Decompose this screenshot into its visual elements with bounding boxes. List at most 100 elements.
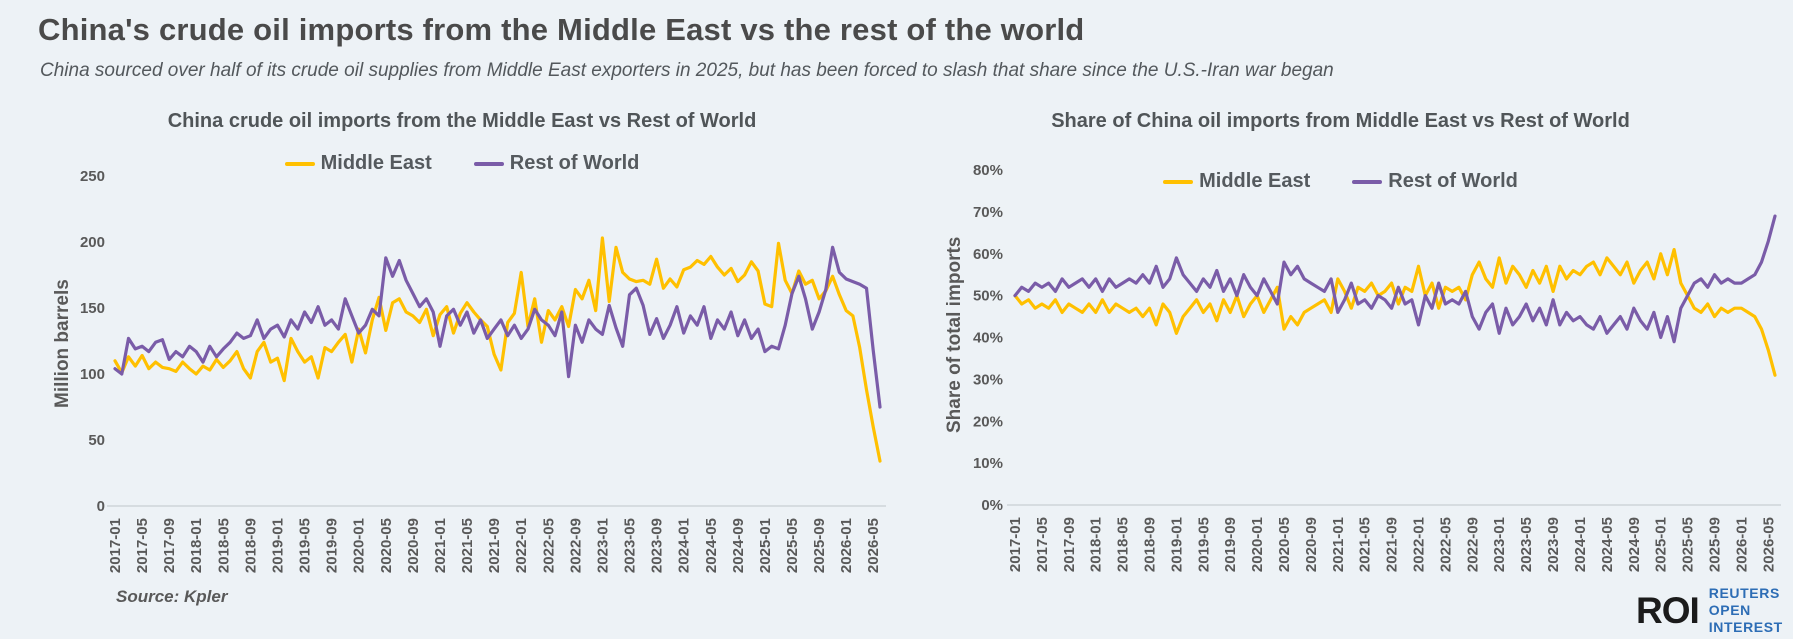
series-line-middle_east [113,236,882,463]
x-tick-label: 2020-05 [378,518,395,573]
x-tick-label: 2021-05 [1357,517,1374,572]
x-tick-label: 2023-05 [1518,517,1535,572]
legend-item-rest-of-world: Rest of World [473,152,640,175]
x-tick-label: 2020-09 [1303,517,1320,572]
y-tick-label: 0% [981,497,1003,514]
legend-imports: Middle East Rest of World [38,152,886,175]
y-tick-label: 50 [88,432,105,449]
y-tick-label: 0 [97,498,105,515]
x-tick-label: 2019-05 [1195,517,1212,572]
x-tick-label: 2022-01 [513,518,530,573]
x-tick-label: 2017-01 [107,518,124,573]
x-tick-label: 2020-09 [405,518,422,573]
x-tick-label: 2022-09 [1464,517,1481,572]
x-tick-label: 2025-05 [1680,517,1697,572]
x-tick-label: 2025-09 [811,518,828,573]
middle-east-line-swatch [284,161,315,166]
x-tick-label: 2022-05 [540,518,557,573]
x-tick-label: 2022-05 [1437,517,1454,572]
series-line-middle_east [1013,247,1777,377]
series-line-rest_of_world [1013,214,1777,344]
x-tick-label: 2019-09 [1222,517,1239,572]
page-subtitle: China sourced over half of its crude oil… [40,60,1334,81]
x-tick-label: 2025-09 [1706,517,1723,572]
x-tick-label: 2021-09 [486,518,503,573]
x-tick-label: 2022-09 [567,518,584,573]
x-tick-label: 2021-01 [1330,517,1347,572]
x-tick-label: 2021-01 [432,518,449,573]
page-title: China's crude oil imports from the Middl… [38,12,1085,47]
y-tick-label: 70% [973,204,1003,221]
y-tick-label: 20% [973,413,1003,430]
x-tick-label: 2017-05 [1034,517,1051,572]
x-tick-label: 2017-05 [134,518,151,573]
middle-east-line-swatch [1163,179,1194,184]
legend-label: Middle East [320,152,432,174]
x-tick-label: 2022-01 [1411,517,1428,572]
legend-label: Rest of World [509,152,640,174]
x-tick-label: 2025-01 [757,518,774,573]
x-tick-label: 2019-09 [324,518,341,573]
x-tick-label: 2020-01 [1249,517,1266,572]
legend-label: Middle East [1199,170,1311,192]
y-tick-label: 30% [973,371,1003,388]
x-tick-label: 2020-01 [351,518,368,573]
series-line-rest_of_world [113,245,882,409]
x-tick-label: 2024-01 [1572,517,1589,572]
legend-label: Rest of World [1388,170,1518,192]
x-tick-label: 2023-01 [1491,517,1508,572]
roi-logo-text: REUTERS OPEN INTEREST [1709,585,1793,635]
rest-of-world-line-swatch [1352,179,1383,184]
source-note: Source: Kpler [116,587,228,606]
x-tick-label: 2019-01 [1168,517,1185,572]
x-tick-label: 2026-05 [865,518,882,573]
x-tick-label: 2023-01 [594,518,611,573]
chart-title-imports: China crude oil imports from the Middle … [167,110,757,132]
x-tick-label: 2017-09 [161,518,178,573]
y-tick-label: 50% [973,288,1003,305]
legend-item-middle-east: Middle East [1163,170,1310,193]
x-tick-label: 2018-09 [1142,517,1159,572]
chart-panel-share: Share of China oil imports from Middle E… [898,108,1783,598]
x-tick-label: 2023-09 [649,518,666,573]
x-tick-label: 2023-05 [622,518,639,573]
rest-of-world-line-swatch [473,161,504,166]
x-tick-label: 2019-05 [297,518,314,573]
x-tick-label: 2021-09 [1384,517,1401,572]
x-tick-label: 2018-01 [188,518,205,573]
x-tick-label: 2025-01 [1653,517,1670,572]
y-tick-label: 100 [80,366,105,383]
x-tick-label: 2019-01 [269,518,286,573]
y-tick-label: 80% [973,162,1003,179]
x-tick-label: 2021-05 [459,518,476,573]
legend-item-middle-east: Middle East [284,152,432,175]
y-tick-label: 10% [973,455,1003,472]
y-tick-label: 150 [80,300,105,317]
x-tick-label: 2017-09 [1061,517,1078,572]
x-tick-label: 2023-09 [1545,517,1562,572]
roi-logo-mark: ROI [1636,589,1700,631]
legend-share: Middle East Rest of World [898,170,1783,193]
x-tick-label: 2024-09 [1626,517,1643,572]
x-tick-label: 2024-05 [1599,517,1616,572]
x-tick-label: 2024-01 [676,518,693,573]
x-tick-label: 2026-05 [1760,517,1777,572]
x-tick-label: 2026-01 [838,518,855,573]
y-tick-label: 40% [973,330,1003,347]
x-tick-label: 2024-05 [703,518,720,573]
legend-item-rest-of-world: Rest of World [1352,170,1518,193]
y-tick-label: 200 [80,234,105,251]
x-tick-label: 2018-05 [215,518,232,573]
x-tick-label: 2024-09 [730,518,747,573]
line-chart-share: 0% 10% 20% 30% 40% 50% 60% 70% 80% 2017-01 2017-05… [973,162,1781,572]
chart-title-share: Share of China oil imports from Middle E… [1051,110,1630,132]
roi-logo-line2: INTEREST [1708,618,1783,635]
x-tick-label: 2026-01 [1733,517,1750,572]
x-tick-label: 2020-05 [1276,517,1293,572]
chart-panel-imports: China crude oil imports from the Middle … [38,108,886,598]
roi-logo: ROI REUTERS OPEN INTEREST [1636,585,1793,635]
y-tick-label: 60% [973,246,1003,263]
x-tick-label: 2018-09 [242,518,259,573]
x-tick-label: 2018-05 [1115,517,1132,572]
